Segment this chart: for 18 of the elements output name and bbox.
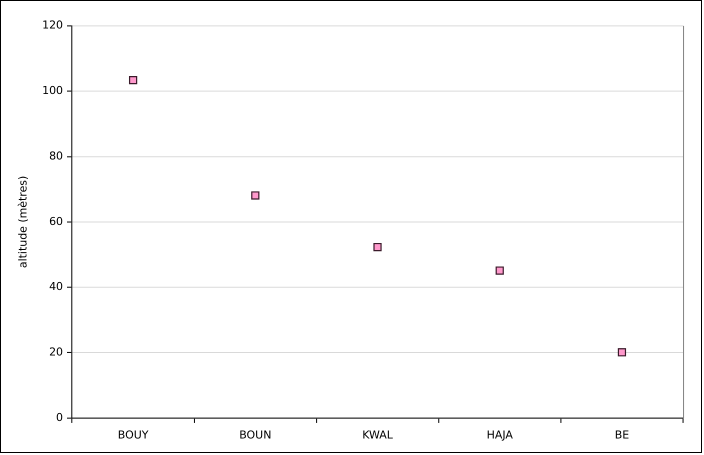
y-tick-label: 40 [49, 280, 64, 294]
point [618, 348, 626, 356]
y-tick-label: 100 [42, 84, 64, 98]
x-tick-label: BOUY [118, 428, 149, 442]
y-tick-label: 60 [49, 214, 64, 228]
x-tick-label: BE [614, 428, 630, 442]
y-tick-label: 0 [56, 410, 64, 424]
x-tick-label: BOUN [239, 428, 272, 442]
y-axis-title: altitude (mètres) [16, 176, 30, 268]
point [128, 76, 138, 84]
point [251, 191, 260, 200]
y-tick-label: 80 [49, 149, 64, 162]
y-tick-label: 120 [42, 18, 64, 32]
point [373, 242, 382, 252]
x-tick-label: HAJA [486, 428, 514, 442]
point [496, 266, 504, 275]
y-tick-label: 20 [49, 345, 64, 358]
x-tick-label: KWAL [362, 428, 394, 442]
